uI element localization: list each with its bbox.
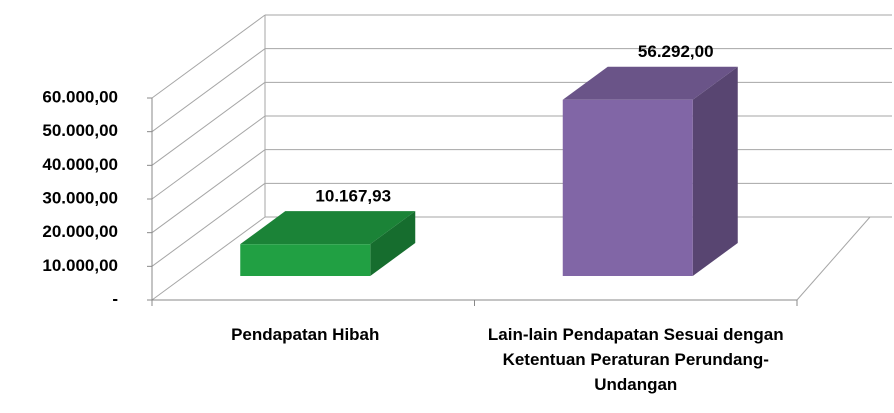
bar-top <box>240 211 416 245</box>
grid-line <box>151 14 266 99</box>
bar-side <box>370 211 416 276</box>
y-tick-label: 40.000,00 <box>42 155 118 174</box>
x-tick-label: Lain-lain Pendapatan Sesuai dengan Keten… <box>487 325 784 394</box>
bar <box>240 244 371 276</box>
value-label: 10.167,93 <box>315 187 391 206</box>
grid-line <box>151 182 266 267</box>
y-tick-label: 50.000,00 <box>42 121 118 140</box>
y-tick-label: - <box>112 289 118 308</box>
grid-line <box>151 216 266 301</box>
floor-edge <box>796 216 871 301</box>
x-tick-label: Pendapatan Hibah <box>231 325 380 344</box>
y-tick-label: 10.000,00 <box>42 256 118 275</box>
bar-top <box>562 66 738 100</box>
grid-line <box>151 149 266 234</box>
grid-line <box>151 48 266 133</box>
bar-side <box>692 66 738 276</box>
y-tick-label: 20.000,00 <box>42 222 118 241</box>
value-label: 56.292,00 <box>638 42 714 61</box>
y-tick-label: 60.000,00 <box>42 87 118 106</box>
grid-line <box>151 115 266 200</box>
grid-line <box>151 81 266 166</box>
bar <box>562 99 693 276</box>
y-tick-label: 30.000,00 <box>42 188 118 207</box>
